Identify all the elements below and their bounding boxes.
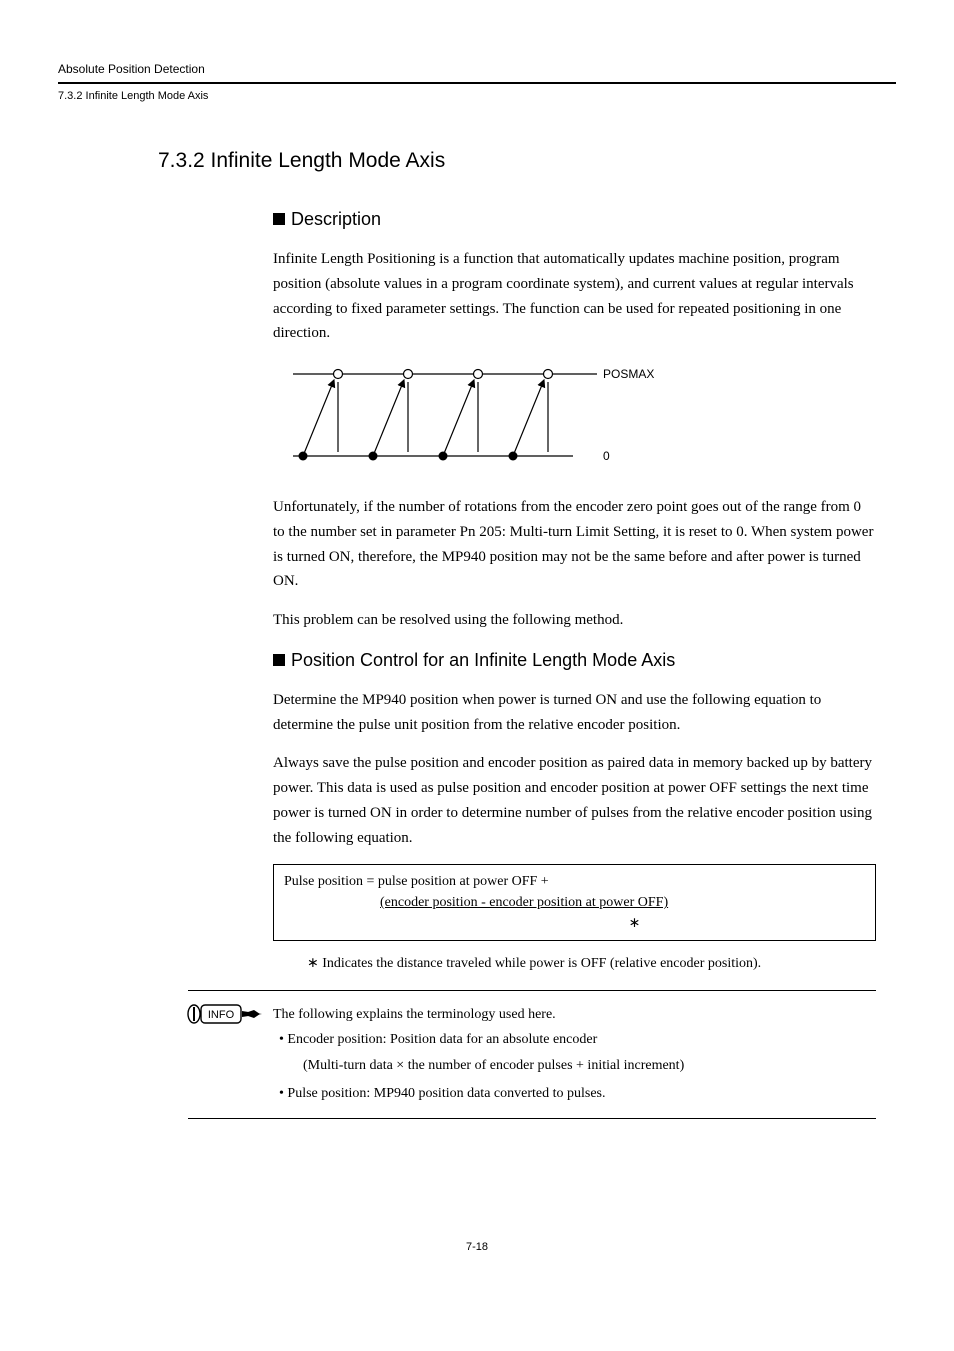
info-bullet-1: • Encoder position: Position data for an… bbox=[273, 1028, 876, 1052]
position-control-para-1: Determine the MP940 position when power … bbox=[273, 688, 876, 738]
position-control-heading: Position Control for an Infinite Length … bbox=[273, 647, 876, 674]
formula-footnote: ∗ Indicates the distance traveled while … bbox=[273, 953, 876, 975]
formula-box: Pulse position = pulse position at power… bbox=[273, 864, 876, 941]
formula-asterisk: ∗ bbox=[284, 913, 865, 934]
formula-line-1: Pulse position = pulse position at power… bbox=[284, 871, 865, 892]
description-para-2: Unfortunately, if the number of rotation… bbox=[273, 495, 876, 594]
square-bullet-icon bbox=[273, 213, 285, 225]
description-heading-text: Description bbox=[291, 209, 381, 229]
info-badge-icon: INFO bbox=[186, 1003, 264, 1025]
description-para-3: This problem can be resolved using the f… bbox=[273, 608, 876, 633]
description-para-1: Infinite Length Positioning is a functio… bbox=[273, 247, 876, 346]
section-heading: 7.3.2 Infinite Length Mode Axis bbox=[158, 145, 896, 177]
chapter-title: Absolute Position Detection bbox=[58, 60, 896, 78]
svg-text:INFO: INFO bbox=[208, 1009, 235, 1021]
svg-text:POSMAX: POSMAX bbox=[603, 367, 654, 381]
formula-underlined: (encoder position - encoder position at … bbox=[380, 895, 668, 910]
info-block: INFO The following explains the terminol… bbox=[58, 1003, 896, 1106]
square-bullet-icon bbox=[273, 654, 285, 666]
header-rule bbox=[58, 82, 896, 84]
header-subsection-ref: 7.3.2 Infinite Length Mode Axis bbox=[58, 88, 896, 105]
info-bottom-rule bbox=[188, 1118, 876, 1119]
position-control-para-2: Always save the pulse position and encod… bbox=[273, 751, 876, 850]
info-bullet-2: • Pulse position: MP940 position data co… bbox=[273, 1082, 876, 1106]
position-control-heading-text: Position Control for an Infinite Length … bbox=[291, 650, 675, 670]
posmax-diagram: POSMAX 0 bbox=[273, 360, 876, 477]
svg-text:0: 0 bbox=[603, 449, 610, 463]
page-number: 7-18 bbox=[58, 1239, 896, 1256]
info-intro: The following explains the terminology u… bbox=[273, 1003, 876, 1027]
info-bullet-1-sub: (Multi-turn data × the number of encoder… bbox=[273, 1054, 876, 1078]
formula-line-2: (encoder position - encoder position at … bbox=[284, 892, 865, 913]
description-heading: Description bbox=[273, 206, 876, 233]
info-top-rule bbox=[188, 990, 876, 991]
